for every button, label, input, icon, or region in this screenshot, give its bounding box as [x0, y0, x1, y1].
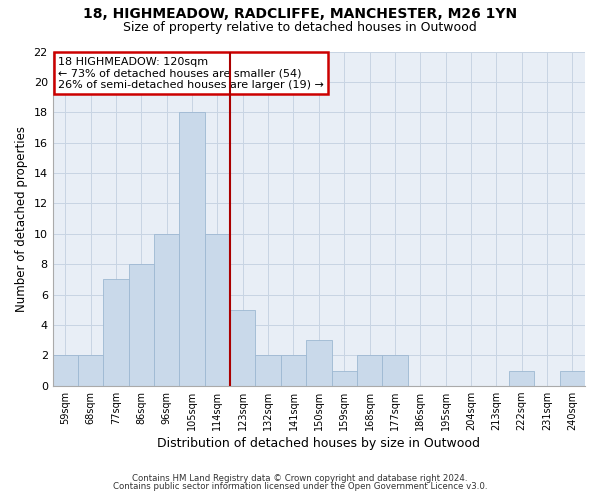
Bar: [154, 234, 179, 386]
Bar: [78, 356, 103, 386]
Bar: [53, 356, 78, 386]
Text: 18, HIGHMEADOW, RADCLIFFE, MANCHESTER, M26 1YN: 18, HIGHMEADOW, RADCLIFFE, MANCHESTER, M…: [83, 8, 517, 22]
Bar: [306, 340, 332, 386]
Bar: [382, 356, 407, 386]
Bar: [560, 370, 585, 386]
Text: 18 HIGHMEADOW: 120sqm
← 73% of detached houses are smaller (54)
26% of semi-deta: 18 HIGHMEADOW: 120sqm ← 73% of detached …: [58, 56, 324, 90]
Bar: [332, 370, 357, 386]
Bar: [357, 356, 382, 386]
Y-axis label: Number of detached properties: Number of detached properties: [15, 126, 28, 312]
Bar: [230, 310, 256, 386]
Bar: [103, 280, 129, 386]
Text: Contains public sector information licensed under the Open Government Licence v3: Contains public sector information licen…: [113, 482, 487, 491]
Text: Contains HM Land Registry data © Crown copyright and database right 2024.: Contains HM Land Registry data © Crown c…: [132, 474, 468, 483]
Bar: [281, 356, 306, 386]
Bar: [179, 112, 205, 386]
Bar: [129, 264, 154, 386]
X-axis label: Distribution of detached houses by size in Outwood: Distribution of detached houses by size …: [157, 437, 481, 450]
Text: Size of property relative to detached houses in Outwood: Size of property relative to detached ho…: [123, 21, 477, 34]
Bar: [509, 370, 535, 386]
Bar: [256, 356, 281, 386]
Bar: [205, 234, 230, 386]
